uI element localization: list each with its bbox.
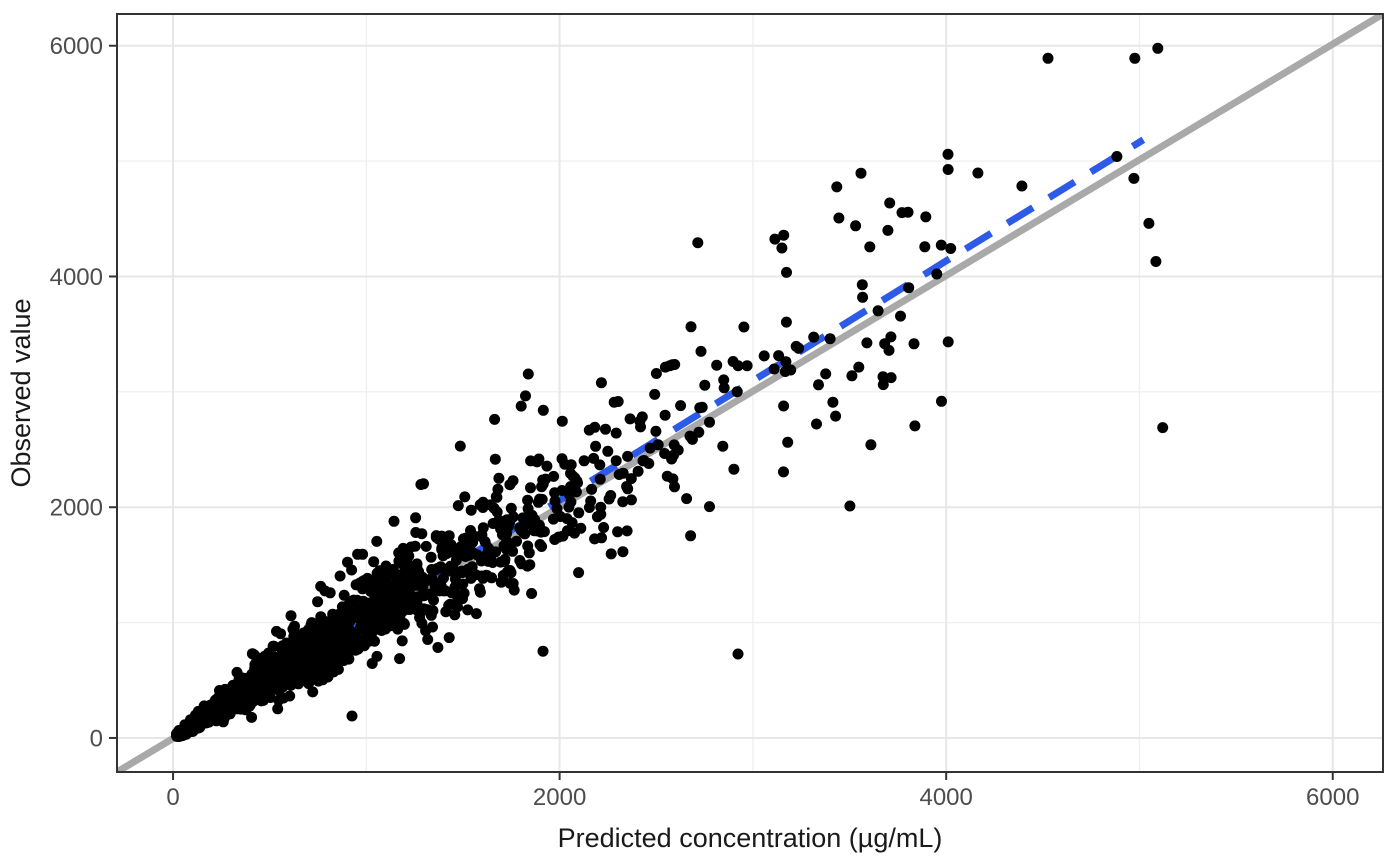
x-tick-label: 4000	[919, 784, 972, 811]
y-tick-label: 6000	[50, 33, 103, 60]
x-axis-ticks: 0 2000 4000 6000	[166, 772, 1359, 811]
x-tick-label: 0	[166, 784, 179, 811]
x-tick-label: 2000	[533, 784, 586, 811]
x-axis-title: Predicted concentration (µg/mL)	[558, 823, 943, 853]
x-tick-label: 6000	[1306, 784, 1359, 811]
grid-major	[117, 14, 1383, 772]
panel-border	[116, 13, 1384, 773]
chart-layers: 0 2000 4000 6000 0 2000 4000 6000	[50, 13, 1384, 811]
y-axis-ticks: 0 2000 4000 6000	[50, 33, 117, 752]
y-tick-label: 4000	[50, 264, 103, 291]
y-tick-label: 2000	[50, 495, 103, 522]
y-axis-title: Observed value	[6, 298, 36, 487]
scatter-points	[171, 42, 1169, 742]
y-tick-label: 0	[90, 725, 103, 752]
